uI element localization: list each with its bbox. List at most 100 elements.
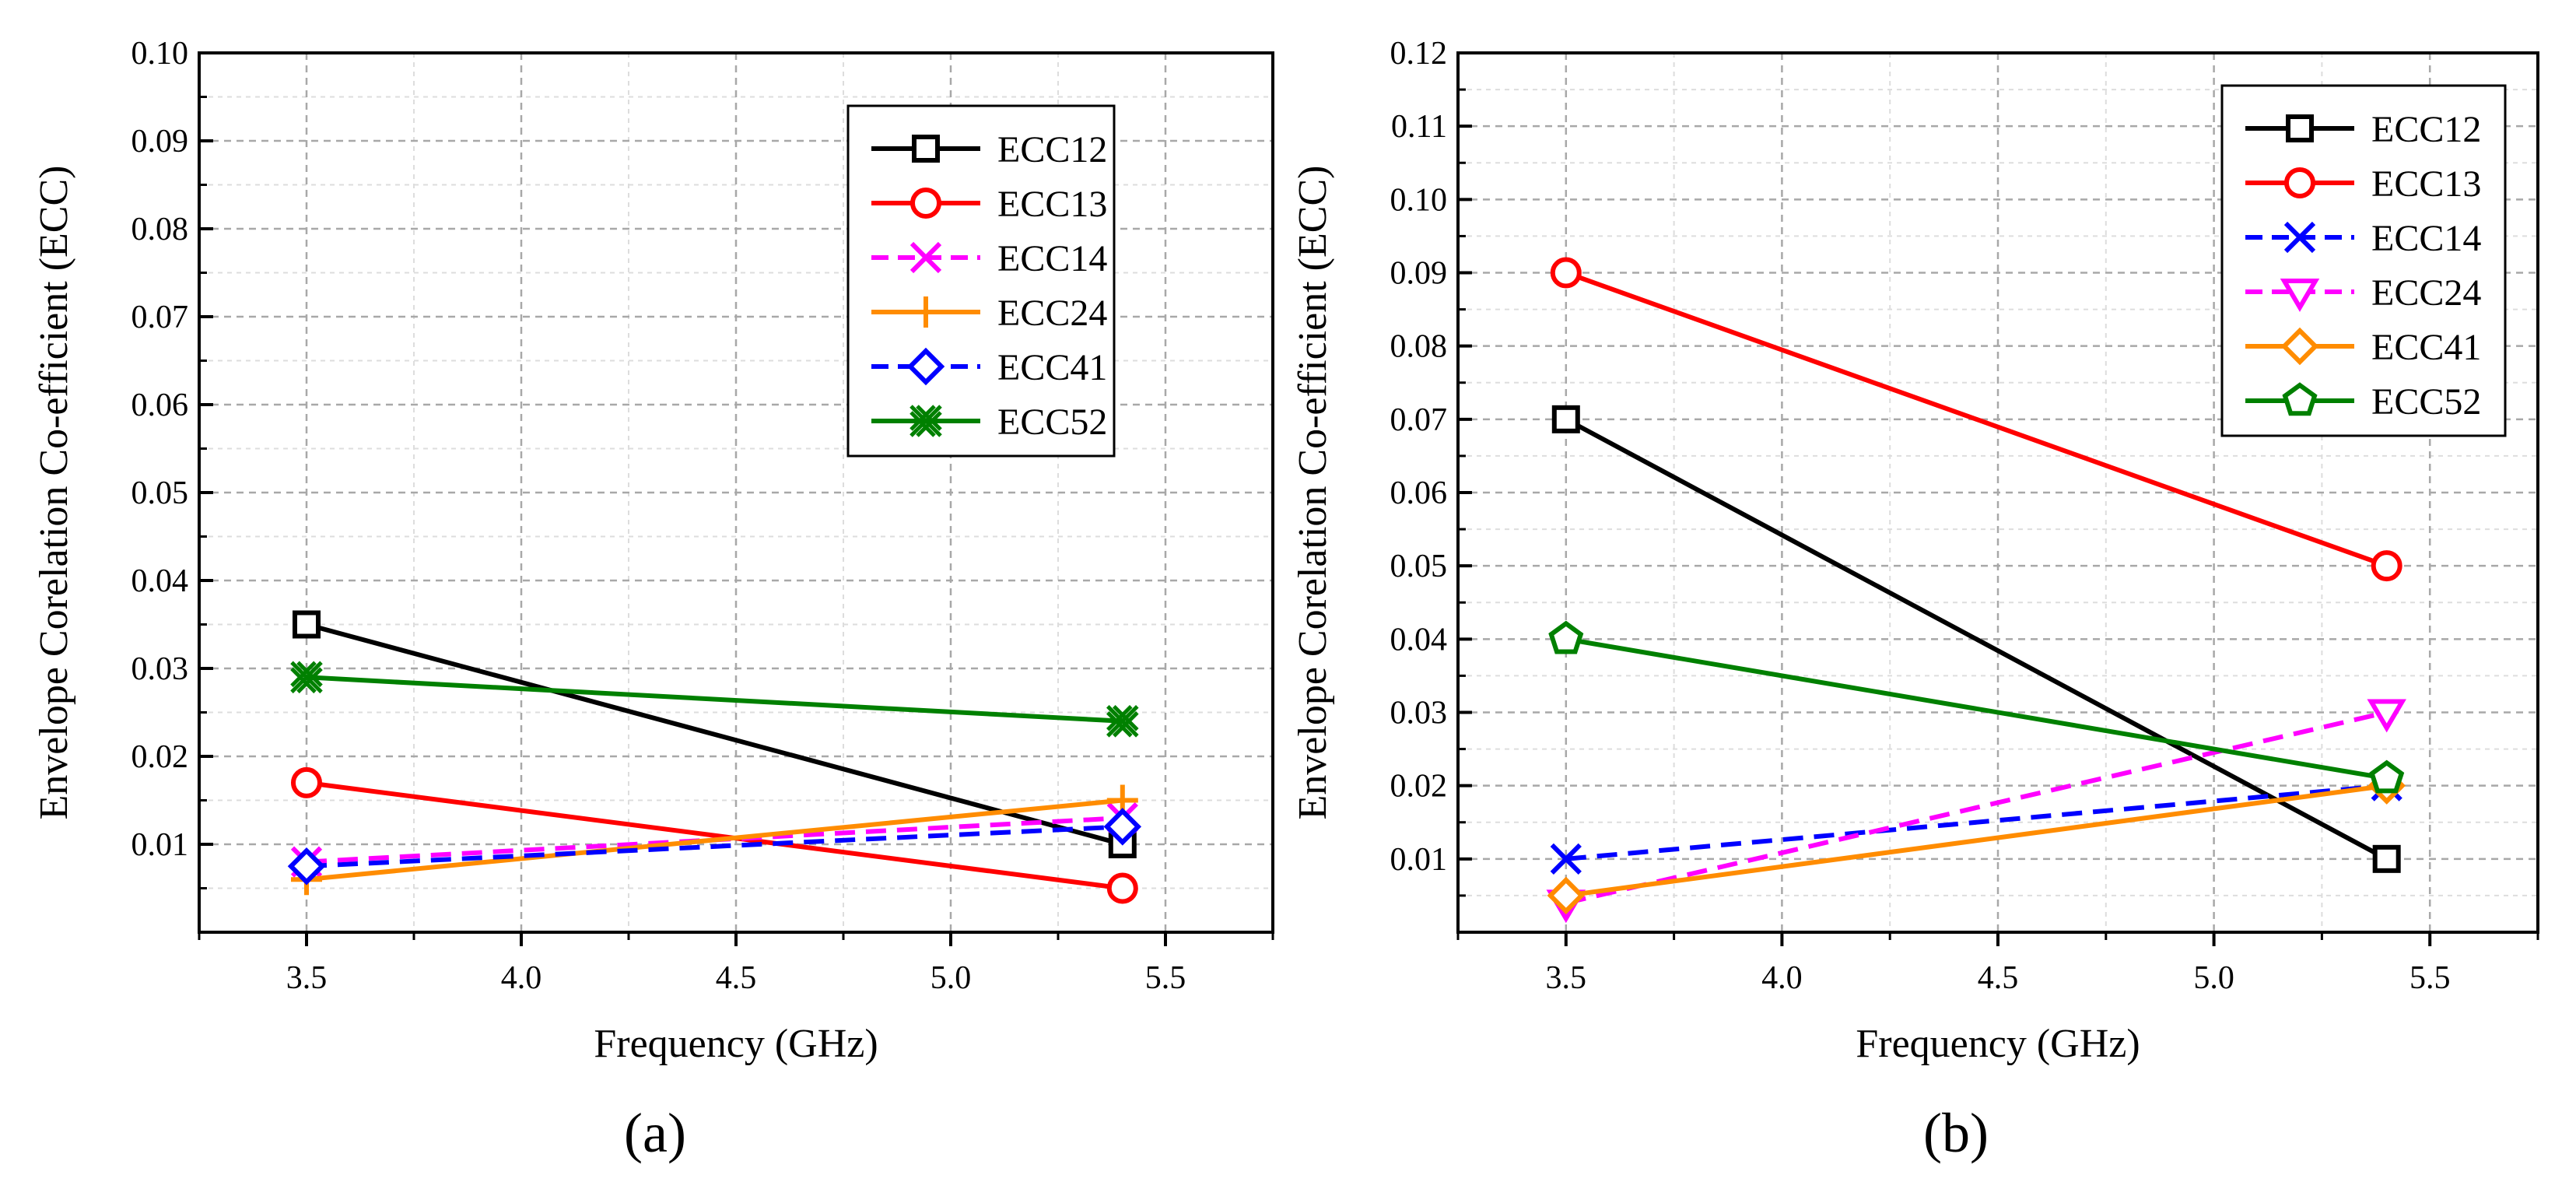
chart-panel-a: 0.01 0.02 0.03 0.04 0.05 0.06 0.07 0.08 0.09 0.10… [32,36,1274,1164]
series-line [1565,783,2387,861]
legend-marker [2286,114,2314,142]
y-tick-label: 0.05 [131,475,189,511]
data-point-xcircle [290,661,323,694]
data-point-square [1551,405,1580,433]
series-ecc24 [1546,699,2406,924]
y-tick-label: 0.06 [131,388,189,423]
data-point-triangle-down [2367,699,2406,733]
series-ecc52 [290,661,1139,738]
y-tick-label: 0.03 [1390,696,1448,731]
panel-label: (b) [1923,1102,1989,1164]
y-axis-title: Envelope Corelation Co-efficient (ECC) [32,166,76,820]
y-axis-title: Envelope Corelation Co-efficient (ECC) [1291,166,1335,820]
series-line [1565,637,2388,781]
data-point-circle [1106,872,1138,904]
y-tick-label: 0.09 [131,124,189,160]
data-point-pentagon [2369,759,2405,794]
x-tick-label: 5.0 [2193,960,2234,996]
series-line [306,675,1123,724]
legend-label: ECC12 [2371,109,2481,150]
legend-marker [906,347,945,386]
legend-label: ECC24 [997,293,1107,334]
series-ecc12 [1551,405,2401,873]
legend-marker [2283,221,2316,254]
x-axis-title: Frequency (GHz) [594,1022,878,1066]
legend-marker [2280,327,2319,366]
data-point-square [293,610,321,639]
legend-marker [912,135,940,163]
y-tick-label: 0.04 [131,563,189,599]
x-tick-label: 4.0 [501,960,542,996]
legend-label: ECC52 [2371,381,2481,423]
series-line [1565,270,2388,568]
legend: ECC12 ECC13 ECC14 ECC24 ECC41 ECC52 [2220,84,2507,437]
data-point-square [2372,844,2401,873]
x-tick-label: 3.5 [286,960,328,996]
series-ecc13 [1550,257,2403,582]
legend-label: ECC13 [2371,163,2481,205]
y-tick-label: 0.06 [1390,475,1448,511]
x-tick-label: 5.5 [2410,960,2451,996]
legend-marker [2284,167,2315,198]
data-point-circle [2371,550,2403,582]
legend-box [2220,84,2507,437]
y-tick-label: 0.08 [131,212,189,247]
data-point-pentagon [1548,620,1584,654]
panel-label: (a) [624,1102,686,1164]
legend-label: ECC52 [997,402,1107,443]
y-tick-label: 0.10 [131,36,189,72]
legend-marker [2282,382,2318,416]
y-tick-label: 0.04 [1390,622,1448,658]
y-tick-label: 0.01 [1390,842,1448,878]
chart-panel-b: 0.01 0.02 0.03 0.04 0.05 0.06 0.07 0.08 0.09 0.10… [1291,36,2539,1164]
series-ecc12 [293,610,1137,858]
legend-marker [909,241,942,274]
series-line [306,780,1123,891]
series-ecc41 [287,808,1142,886]
x-tick-label: 3.5 [1546,960,1587,996]
y-tick-label: 0.10 [1390,182,1448,218]
y-tick-label: 0.05 [1390,549,1448,584]
x-tick-label: 5.0 [931,960,972,996]
legend-box [846,104,1116,458]
legend-label: ECC24 [2371,272,2481,314]
legend-label: ECC14 [2371,218,2481,259]
x-tick-label: 4.5 [1978,960,2019,996]
series-line [306,824,1123,869]
legend-label: ECC14 [997,238,1107,279]
series-ecc13 [291,766,1138,904]
y-tick-label: 0.07 [131,300,189,335]
data-point-x [1550,843,1582,875]
y-tick-label: 0.09 [1390,256,1448,292]
y-tick-label: 0.01 [131,827,189,863]
series-line [1565,783,2388,898]
y-tick-label: 0.03 [131,651,189,687]
y-tick-label: 0.02 [1390,769,1448,805]
legend-label: ECC41 [2371,327,2481,368]
data-point-circle [1550,257,1582,289]
x-axis-title: Frequency (GHz) [1856,1022,2140,1066]
x-tick-label: 4.0 [1761,960,1803,996]
y-tick-label: 0.12 [1390,36,1448,72]
y-tick-label: 0.02 [131,739,189,775]
data-point-diamond [1547,876,1586,915]
legend-label: ECC12 [997,129,1107,170]
legend-label: ECC41 [997,347,1107,388]
y-tick-label: 0.07 [1390,402,1448,438]
legend-marker [910,296,941,328]
legend-marker [910,188,941,219]
y-tick-label: 0.11 [1391,109,1447,145]
x-tick-label: 4.5 [716,960,757,996]
series-line [1565,417,2388,861]
x-tick-label: 5.5 [1145,960,1186,996]
data-point-circle [291,766,322,798]
legend: ECC12 ECC13 ECC14 ECC24 ECC41 ECC52 [846,104,1116,458]
y-tick-label: 0.08 [1390,329,1448,365]
series-ecc52 [1548,620,2405,794]
legend-label: ECC13 [997,184,1107,225]
series-ecc41 [1547,766,2406,915]
legend-marker [909,405,942,437]
data-point-diamond [287,847,326,886]
data-point-diamond [1103,808,1142,846]
